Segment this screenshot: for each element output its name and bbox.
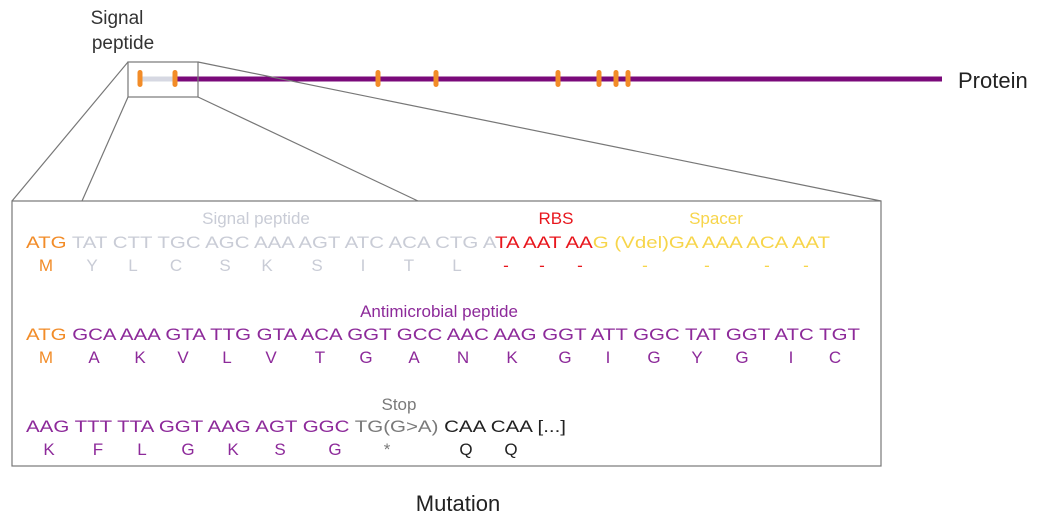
- signal-peptide-label-line2: peptide: [92, 33, 154, 54]
- amino-acid: C: [170, 256, 182, 275]
- amino-acid: S: [311, 256, 322, 275]
- amino-acid: -: [539, 256, 545, 275]
- dna-segment: TG(G>A): [355, 417, 439, 436]
- amino-acid: K: [261, 256, 273, 275]
- amino-acid: S: [219, 256, 230, 275]
- amino-acid: K: [506, 348, 518, 367]
- amino-acid: -: [642, 256, 648, 275]
- dna-segment: TAT CTT TGC AGC AAA AGT ATC ACA CTG A: [67, 233, 498, 252]
- mutation-ticks: [137, 70, 631, 87]
- amino-acid: L: [452, 256, 461, 275]
- amino-acid: Y: [691, 348, 702, 367]
- sequence-box: [11, 200, 882, 467]
- amino-acid: A: [408, 348, 420, 367]
- zoom-box-small: [127, 61, 199, 98]
- amino-acid: -: [577, 256, 583, 275]
- signal-peptide-label-line1: Signal: [91, 8, 144, 29]
- amino-acid: S: [274, 440, 285, 459]
- mutation-tick: [613, 70, 619, 87]
- dna-row-3: AAG TTT TTA GGT AAG AGT GGC TG(G>A) CAA …: [26, 417, 566, 436]
- section-signal-peptide: Signal peptide: [202, 209, 310, 228]
- zoom-connectors: [11, 61, 882, 202]
- section-spacer: Spacer: [689, 209, 743, 228]
- protein-schematic: [127, 61, 942, 98]
- amino-acid: A: [88, 348, 100, 367]
- amino-acid: -: [704, 256, 710, 275]
- dna-segment: G (Vdel)GA AAA ACA AAT: [593, 233, 830, 252]
- amino-acid: I: [789, 348, 794, 367]
- mutation-label: Mutation: [416, 491, 500, 516]
- zoom-line-inner-left: [81, 96, 129, 202]
- dna-segment: ATG: [26, 325, 67, 344]
- mutation-tick: [433, 70, 439, 87]
- amino-acid: I: [606, 348, 611, 367]
- mutation-tick: [375, 70, 381, 87]
- protein-label: Protein: [958, 68, 1028, 93]
- amino-acid: V: [265, 348, 277, 367]
- amino-acid: *: [384, 440, 391, 459]
- amino-acid: G: [647, 348, 660, 367]
- zoom-line-outer-left: [11, 61, 129, 202]
- amino-acid: G: [181, 440, 194, 459]
- mutation-tick: [625, 70, 631, 87]
- amino-acid: -: [803, 256, 809, 275]
- amino-acid: G: [328, 440, 341, 459]
- dna-row-1: ATG TAT CTT TGC AGC AAA AGT ATC ACA CTG …: [26, 233, 830, 252]
- dna-segment: AAG TTT TTA GGT AAG AGT GGC: [26, 417, 355, 436]
- amino-acid: K: [134, 348, 146, 367]
- section-rbs: RBS: [539, 209, 574, 228]
- amino-acid: K: [227, 440, 239, 459]
- amino-acid: M: [39, 348, 53, 367]
- mutation-tick: [137, 70, 143, 87]
- amino-acid: -: [764, 256, 770, 275]
- section-stop: Stop: [382, 395, 417, 414]
- amino-acid: I: [361, 256, 366, 275]
- aa-row-3: K F L G K S G * Q Q: [43, 440, 517, 459]
- amino-acid: K: [43, 440, 55, 459]
- zoom-line-inner-right: [197, 96, 419, 202]
- dna-segment: TA AAT AA: [495, 233, 594, 252]
- amino-acid: Q: [459, 440, 472, 459]
- amino-acid: T: [315, 348, 325, 367]
- amino-acid: -: [503, 256, 509, 275]
- amino-acid: T: [404, 256, 414, 275]
- dna-segment: GCA AAA GTA TTG GTA ACA GGT GCC AAC AAG …: [67, 325, 860, 344]
- amino-acid: V: [177, 348, 189, 367]
- amino-acid: N: [457, 348, 469, 367]
- amino-acid: G: [735, 348, 748, 367]
- section-antimicrobial-peptide: Antimicrobial peptide: [360, 302, 518, 321]
- amino-acid: L: [128, 256, 137, 275]
- mutation-tick: [596, 70, 602, 87]
- amino-acid: G: [359, 348, 372, 367]
- amino-acid: G: [558, 348, 571, 367]
- amino-acid: Q: [504, 440, 517, 459]
- zoom-line-outer-right: [197, 61, 882, 202]
- dna-segment: ATG: [26, 233, 67, 252]
- amino-acid: Y: [86, 256, 97, 275]
- amino-acid: L: [222, 348, 231, 367]
- amino-acid: M: [39, 256, 53, 275]
- dna-row-2: ATG GCA AAA GTA TTG GTA ACA GGT GCC AAC …: [26, 325, 860, 344]
- amino-acid: L: [137, 440, 146, 459]
- amino-acid: C: [829, 348, 841, 367]
- dna-segment: CAA CAA [...]: [438, 417, 566, 436]
- amino-acid: F: [93, 440, 103, 459]
- mutation-tick: [172, 70, 178, 87]
- mutation-tick: [555, 70, 561, 87]
